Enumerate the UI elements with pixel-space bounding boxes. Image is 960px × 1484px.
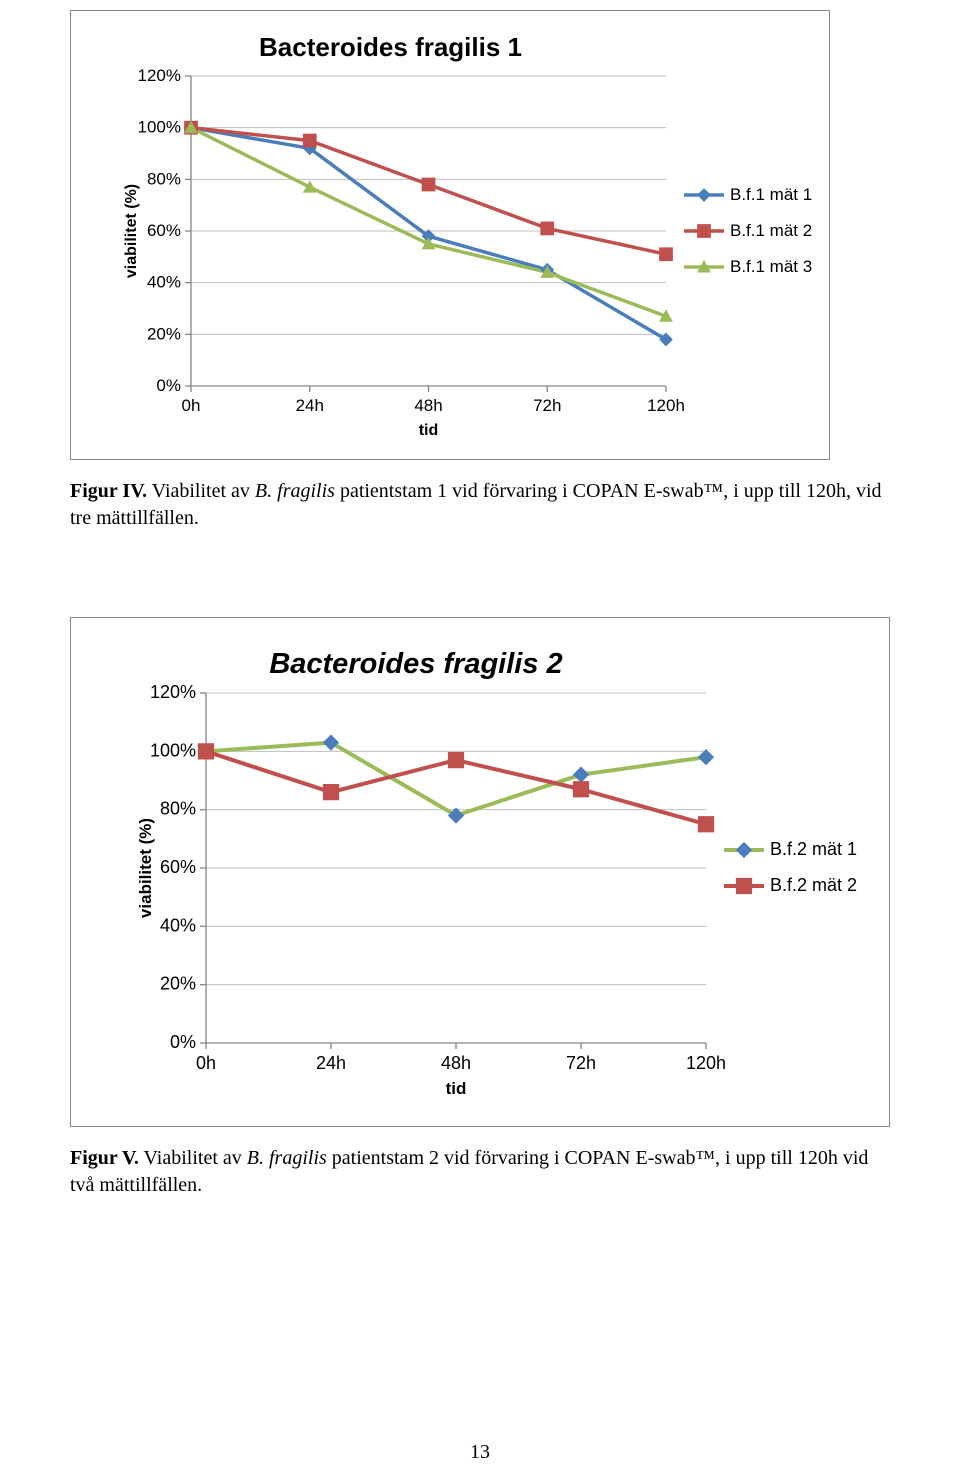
svg-text:0%: 0% [170,1032,196,1052]
caption-2-text-a: Viabilitet av [139,1147,247,1169]
svg-text:72h: 72h [566,1053,596,1073]
caption-2: Figur V. Viabilitet av B. fragilis patie… [70,1145,890,1199]
svg-text:Bacteroides fragilis 1: Bacteroides fragilis 1 [259,32,522,62]
page: Bacteroides fragilis 1 0% 20% 40% 60% 80% 100%… [0,0,960,1484]
svg-text:48h: 48h [441,1053,471,1073]
caption-2-label: Figur V. [70,1147,139,1169]
caption-1-text-a: Viabilitet av [147,480,255,502]
svg-text:48h: 48h [414,396,442,415]
chart-1-svg: Bacteroides fragilis 1 0% 20% 40% 60% 80% 100%… [71,11,831,461]
svg-text:20%: 20% [147,324,181,343]
svg-text:120h: 120h [686,1053,726,1073]
svg-text:120h: 120h [647,396,685,415]
svg-text:B.f.1 mät 1: B.f.1 mät 1 [730,185,812,204]
svg-text:B.f.1 mät 2: B.f.1 mät 2 [730,221,812,240]
svg-text:100%: 100% [150,740,196,760]
svg-text:100%: 100% [138,118,181,137]
svg-text:24h: 24h [296,396,324,415]
svg-text:20%: 20% [160,974,196,994]
svg-text:Bacteroides fragilis 2: Bacteroides fragilis 2 [269,648,562,680]
chart-1: Bacteroides fragilis 1 0% 20% 40% 60% 80% 100%… [70,10,830,460]
svg-text:40%: 40% [160,915,196,935]
svg-text:0h: 0h [182,396,201,415]
svg-text:60%: 60% [147,221,181,240]
caption-2-italic: B. fragilis [247,1147,327,1169]
svg-text:0%: 0% [156,376,181,395]
svg-text:80%: 80% [147,169,181,188]
spacer [70,532,890,617]
svg-text:B.f.2 mät 2: B.f.2 mät 2 [770,875,857,895]
svg-text:120%: 120% [138,66,181,85]
svg-text:tid: tid [419,422,439,439]
svg-text:viabilitet (%): viabilitet (%) [123,184,140,278]
svg-text:0h: 0h [196,1053,216,1073]
caption-1: Figur IV. Viabilitet av B. fragilis pati… [70,478,890,532]
chart-2-svg: Bacteroides fragilis 2 0% 20% 40% 60% 80% 100%… [71,618,891,1128]
svg-text:viabilitet (%): viabilitet (%) [136,818,155,918]
caption-1-label: Figur IV. [70,480,147,502]
svg-text:60%: 60% [160,857,196,877]
svg-text:tid: tid [446,1079,467,1098]
svg-text:B.f.2 mät 1: B.f.2 mät 1 [770,839,857,859]
page-number: 13 [0,1441,960,1464]
svg-text:B.f.1 mät 3: B.f.1 mät 3 [730,257,812,276]
caption-1-italic: B. fragilis [255,480,335,502]
svg-text:72h: 72h [533,396,561,415]
svg-text:24h: 24h [316,1053,346,1073]
svg-text:80%: 80% [160,799,196,819]
svg-text:40%: 40% [147,273,181,292]
chart-2: Bacteroides fragilis 2 0% 20% 40% 60% 80% 100%… [70,617,890,1127]
svg-text:120%: 120% [150,682,196,702]
